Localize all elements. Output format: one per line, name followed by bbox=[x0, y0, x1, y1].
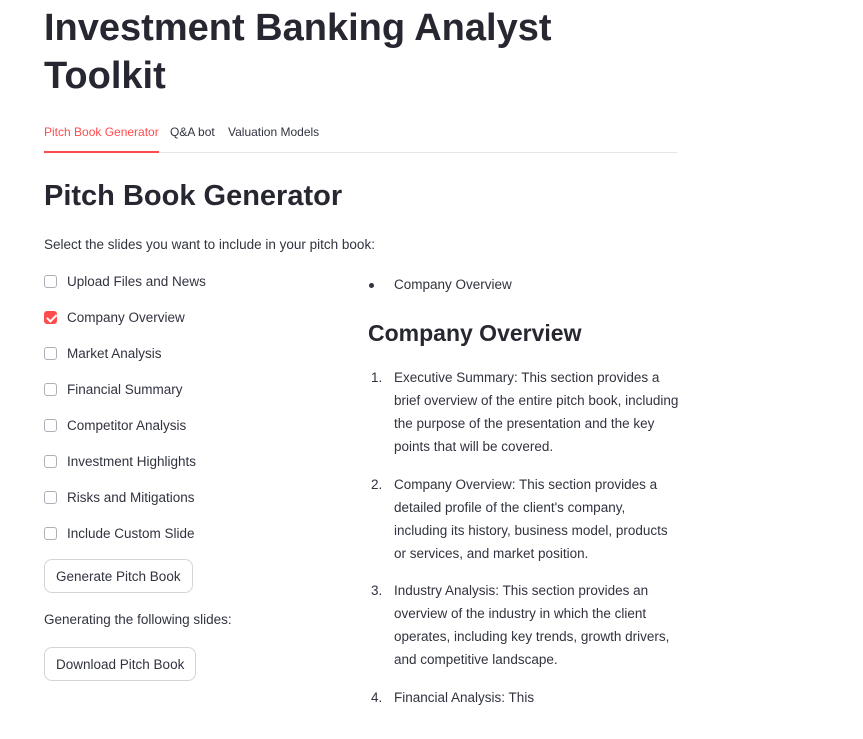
checkbox-financial-summary[interactable]: Financial Summary bbox=[44, 379, 183, 399]
checkbox-label: Market Analysis bbox=[67, 345, 162, 361]
checkbox-box-checked[interactable] bbox=[44, 310, 57, 324]
checkbox-box[interactable] bbox=[44, 382, 57, 396]
checkbox-label: Include Custom Slide bbox=[67, 525, 195, 541]
list-item: Industry Analysis: This section provides… bbox=[394, 583, 670, 667]
list-item-number: 2. bbox=[371, 477, 383, 492]
checkbox-label: Upload Files and News bbox=[67, 273, 206, 289]
list-item-number: 4. bbox=[371, 690, 383, 705]
tab-bar: Pitch Book Generator Q&A bot Valuation M… bbox=[44, 120, 677, 153]
tab-qa-bot[interactable]: Q&A bot bbox=[170, 125, 215, 139]
download-pitch-book-button[interactable]: Download Pitch Book bbox=[44, 647, 197, 681]
checkbox-risks-and-mitigations[interactable]: Risks and Mitigations bbox=[44, 487, 195, 507]
list-item-number: 3. bbox=[371, 583, 383, 598]
preview-heading: Company Overview bbox=[368, 320, 582, 346]
checkbox-include-custom-slide[interactable]: Include Custom Slide bbox=[44, 523, 195, 543]
checkbox-company-overview[interactable]: Company Overview bbox=[44, 307, 185, 327]
checkbox-market-analysis[interactable]: Market Analysis bbox=[44, 343, 162, 363]
checkbox-competitor-analysis[interactable]: Competitor Analysis bbox=[44, 415, 186, 435]
checkbox-label: Competitor Analysis bbox=[67, 417, 187, 433]
tab-pitch-book-generator[interactable]: Pitch Book Generator bbox=[44, 120, 159, 153]
checkbox-label: Risks and Mitigations bbox=[67, 489, 195, 505]
bullet-icon bbox=[369, 283, 374, 288]
list-item: Financial Analysis: This bbox=[394, 690, 535, 705]
checkbox-box[interactable] bbox=[44, 346, 57, 360]
checkbox-box[interactable] bbox=[44, 418, 57, 432]
checkbox-label: Financial Summary bbox=[67, 381, 183, 397]
checkbox-label: Investment Highlights bbox=[67, 453, 197, 469]
checkbox-box[interactable] bbox=[44, 490, 57, 504]
generating-text: Generating the following slides: bbox=[44, 612, 232, 627]
checkbox-box[interactable] bbox=[44, 274, 57, 288]
page-title: Investment Banking Analyst Toolkit bbox=[44, 7, 552, 97]
list-item: Company Overview: This section provides … bbox=[394, 477, 668, 561]
list-item-number: 1. bbox=[371, 370, 383, 385]
generate-pitch-book-button[interactable]: Generate Pitch Book bbox=[44, 559, 193, 593]
list-item: Executive Summary: This section provides… bbox=[394, 370, 679, 454]
instruction-text: Select the slides you want to include in… bbox=[44, 237, 375, 252]
selected-slide-item: Company Overview bbox=[394, 277, 512, 292]
tab-valuation-models[interactable]: Valuation Models bbox=[228, 125, 320, 139]
checkbox-upload-files-and-news[interactable]: Upload Files and News bbox=[44, 271, 206, 291]
checkbox-box[interactable] bbox=[44, 526, 57, 540]
checkbox-box[interactable] bbox=[44, 454, 57, 468]
checkbox-label: Company Overview bbox=[67, 309, 185, 325]
checkbox-investment-highlights[interactable]: Investment Highlights bbox=[44, 451, 196, 471]
section-title: Pitch Book Generator bbox=[44, 180, 343, 212]
